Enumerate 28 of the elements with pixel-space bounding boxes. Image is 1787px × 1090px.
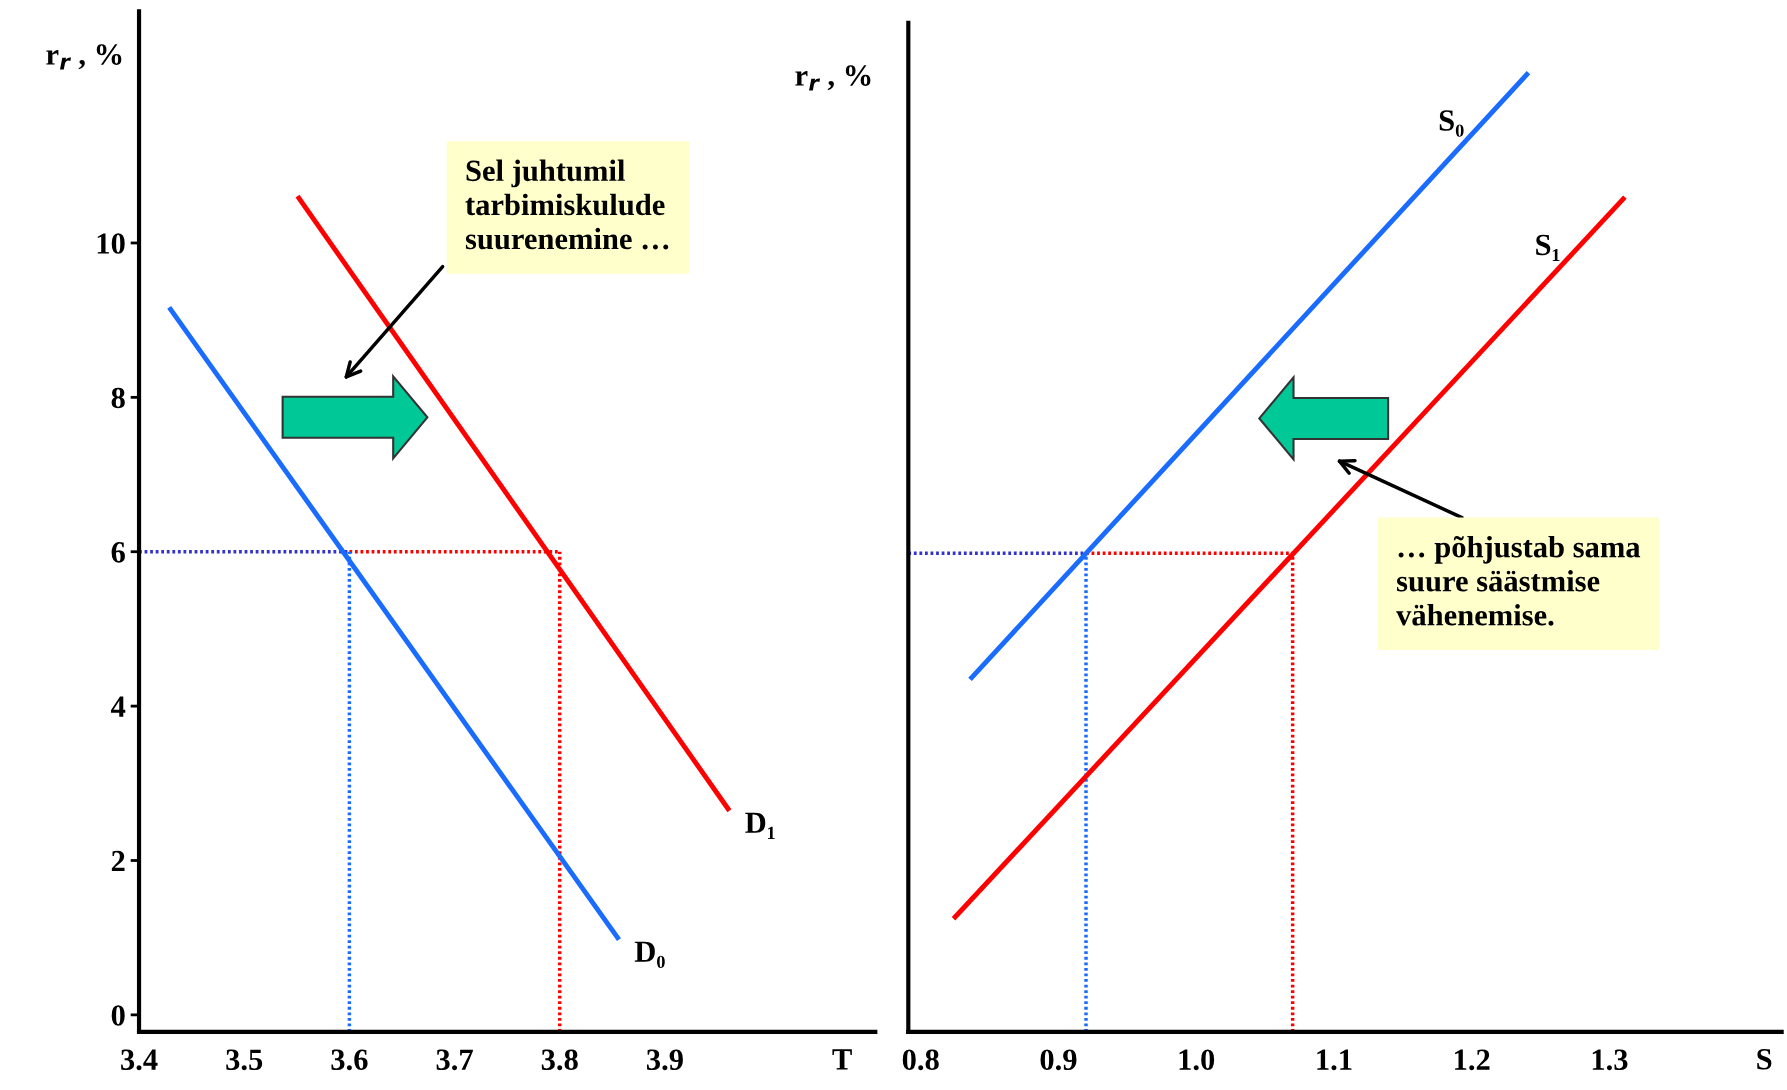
- x-tick-label: 1.2: [1455, 1049, 1490, 1071]
- series-label: S₀: [1439, 110, 1464, 137]
- y-tick-label: 6: [111, 542, 125, 563]
- x-axis-title: T: [832, 1049, 852, 1070]
- y-tick-label: 0: [111, 1005, 125, 1026]
- x-tick-label: 1.1: [1317, 1049, 1352, 1071]
- x-tick-label: 0.8: [902, 1049, 939, 1071]
- series-label: D₁: [745, 812, 775, 839]
- x-tick-label: 3.6: [331, 1049, 368, 1071]
- series-label: D₀: [634, 941, 665, 969]
- y-axis-title: r$_{r}$ , %: [795, 65, 871, 91]
- x-tick-label: 3.8: [541, 1049, 578, 1071]
- x-tick-label: 1.0: [1179, 1049, 1215, 1071]
- annotation: Sel juhtumil tarbimiskulude suurenemine …: [465, 159, 669, 250]
- x-tick-label: 3.5: [226, 1049, 263, 1071]
- x-tick-label: 0.9: [1040, 1049, 1077, 1071]
- y-tick-label: 4: [110, 696, 126, 717]
- y-tick-label: 10: [97, 233, 125, 254]
- x-tick-label: 3.7: [436, 1049, 473, 1071]
- y-tick-label: 2: [111, 850, 125, 872]
- y-axis-title: r$_{r}$ , %: [46, 44, 122, 70]
- x-tick-label: 1.3: [1592, 1049, 1628, 1071]
- series-label: S₁: [1536, 234, 1560, 262]
- annotation: … põhjustab sama suure säästmise vähenemise.: [1396, 535, 1641, 626]
- y-tick-label: 8: [111, 387, 125, 409]
- x-axis-title: S: [1757, 1048, 1772, 1070]
- x-tick-label: 3.4: [121, 1049, 158, 1071]
- x-tick-label: 3.9: [646, 1049, 683, 1071]
